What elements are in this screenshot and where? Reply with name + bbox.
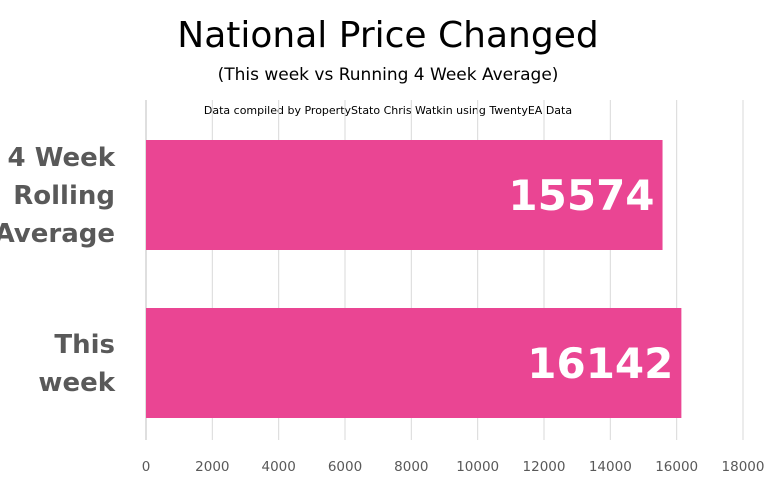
x-tick-label-0: 0 bbox=[142, 459, 151, 475]
data-label-0: 15574 bbox=[508, 171, 654, 220]
x-tick-label-10000: 10000 bbox=[456, 459, 499, 475]
category-label-line: This bbox=[54, 330, 115, 360]
x-tick-label-14000: 14000 bbox=[589, 459, 632, 475]
chart-subtitle: (This week vs Running 4 Week Average) bbox=[218, 65, 559, 85]
x-tick-label-6000: 6000 bbox=[328, 459, 362, 475]
chart-title: National Price Changed bbox=[177, 15, 598, 56]
source-note: Data compiled by PropertyStato Chris Wat… bbox=[204, 104, 572, 117]
x-tick-label-8000: 8000 bbox=[394, 459, 428, 475]
bars: 15574 16142 bbox=[146, 140, 682, 418]
x-axis-tick-labels: 0 2000 4000 6000 8000 10000 12000 14000 16000 180… bbox=[142, 459, 765, 475]
category-label-line: Rolling bbox=[13, 181, 115, 211]
x-tick-label-12000: 12000 bbox=[523, 459, 566, 475]
category-label-0: 4 Week Rolling Average bbox=[0, 143, 116, 249]
data-label-1: 16142 bbox=[527, 339, 673, 388]
bar-0 bbox=[146, 140, 663, 250]
category-label-line: week bbox=[38, 368, 115, 398]
category-label-1: This week bbox=[38, 330, 115, 398]
x-tick-label-18000: 18000 bbox=[722, 459, 765, 475]
x-tick-label-4000: 4000 bbox=[261, 459, 295, 475]
category-labels: 4 Week Rolling Average This week bbox=[0, 143, 116, 398]
x-tick-label-16000: 16000 bbox=[655, 459, 698, 475]
category-label-line: 4 Week bbox=[8, 143, 116, 173]
bar-1 bbox=[146, 308, 682, 418]
x-tick-label-2000: 2000 bbox=[195, 459, 229, 475]
category-label-line: Average bbox=[0, 219, 115, 249]
